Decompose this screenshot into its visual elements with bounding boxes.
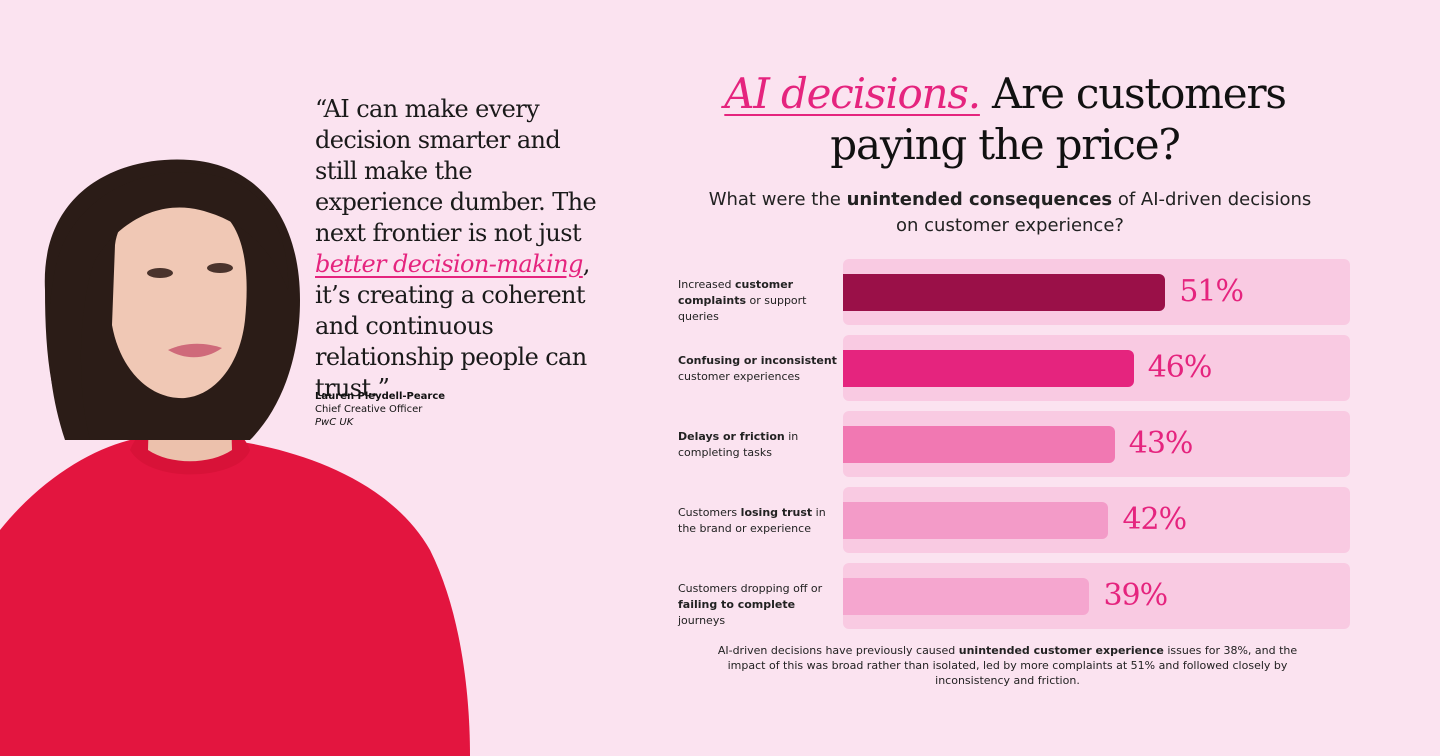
bar-track	[843, 411, 1350, 477]
category-label: Customers losing trust in the brand or e…	[678, 505, 838, 537]
bar	[843, 577, 1090, 615]
author-role: Chief Creative Officer	[315, 404, 423, 415]
data-label: 43%	[1128, 426, 1194, 461]
chart-heading: AI decisions. Are customers paying the p…	[690, 68, 1320, 170]
pull-quote: “AI can make every decision smarter and …	[315, 94, 605, 404]
question-start: What were the	[708, 189, 847, 210]
footnote-bold: unintended customer experience	[958, 644, 1164, 657]
chart-question: What were the unintended consequences of…	[700, 187, 1320, 239]
footnote-start: AI-driven decisions have previously caus…	[717, 644, 959, 657]
category-label-bold: Confusing or inconsistent	[678, 354, 837, 367]
bar	[843, 501, 1109, 539]
bar-track	[843, 563, 1350, 629]
heading-accent: AI decisions.	[724, 69, 981, 118]
category-label-text: in the brand or experience	[678, 506, 826, 535]
bar	[843, 349, 1134, 387]
data-label: 51%	[1179, 274, 1244, 309]
chart-footnote: AI-driven decisions have previously caus…	[700, 643, 1315, 688]
bar-track	[843, 487, 1350, 553]
portrait-graphic	[0, 159, 470, 756]
person-portrait-icon	[0, 150, 470, 756]
category-label-text: Increased	[678, 278, 736, 291]
category-label-bold: failing to complete	[678, 598, 796, 611]
data-label: 39%	[1103, 578, 1168, 613]
category-label-text: customer experiences	[678, 370, 800, 383]
footnote-end: issues for 38%, and the impact of this w…	[727, 644, 1298, 687]
quote-text-start: “AI can make every decision smarter and …	[315, 95, 597, 247]
author-name: Lauren Pleydell-Pearce	[315, 391, 446, 402]
quote-text-end: , it’s creating a coherent and continuou…	[315, 250, 590, 402]
bar	[843, 273, 1166, 311]
bar-track	[843, 259, 1350, 325]
category-label: Delays or friction in completing tasks	[678, 429, 838, 461]
bar	[843, 425, 1115, 463]
quote-attribution: Lauren Pleydell-Pearce Chief Creative Of…	[315, 390, 445, 429]
category-label-bold: losing trust	[740, 506, 813, 519]
category-label-text: Customers dropping off or	[678, 582, 823, 595]
category-label: Increased customer complaints or support…	[678, 277, 838, 325]
category-label-text: in completing tasks	[678, 430, 799, 459]
category-label-text: journeys	[678, 614, 726, 627]
data-label: 42%	[1122, 502, 1187, 537]
data-label: 46%	[1147, 350, 1213, 385]
category-label-text: Customers	[678, 506, 741, 519]
quote-highlight: better decision-making	[315, 250, 583, 278]
category-label: Customers dropping off or failing to com…	[678, 581, 838, 629]
author-organization: PwC UK	[315, 417, 354, 428]
category-label-text: or support queries	[678, 294, 807, 323]
question-bold: unintended consequences	[846, 189, 1113, 210]
category-label-bold: Delays or friction	[678, 430, 785, 443]
category-label-bold: customer complaints	[678, 278, 794, 307]
bar-track	[843, 335, 1350, 401]
heading-rest: Are customers paying the price?	[830, 69, 1287, 169]
category-label: Confusing or inconsistent customer exper…	[678, 353, 838, 385]
question-end: of AI-driven decisions on customer exper…	[896, 189, 1312, 236]
